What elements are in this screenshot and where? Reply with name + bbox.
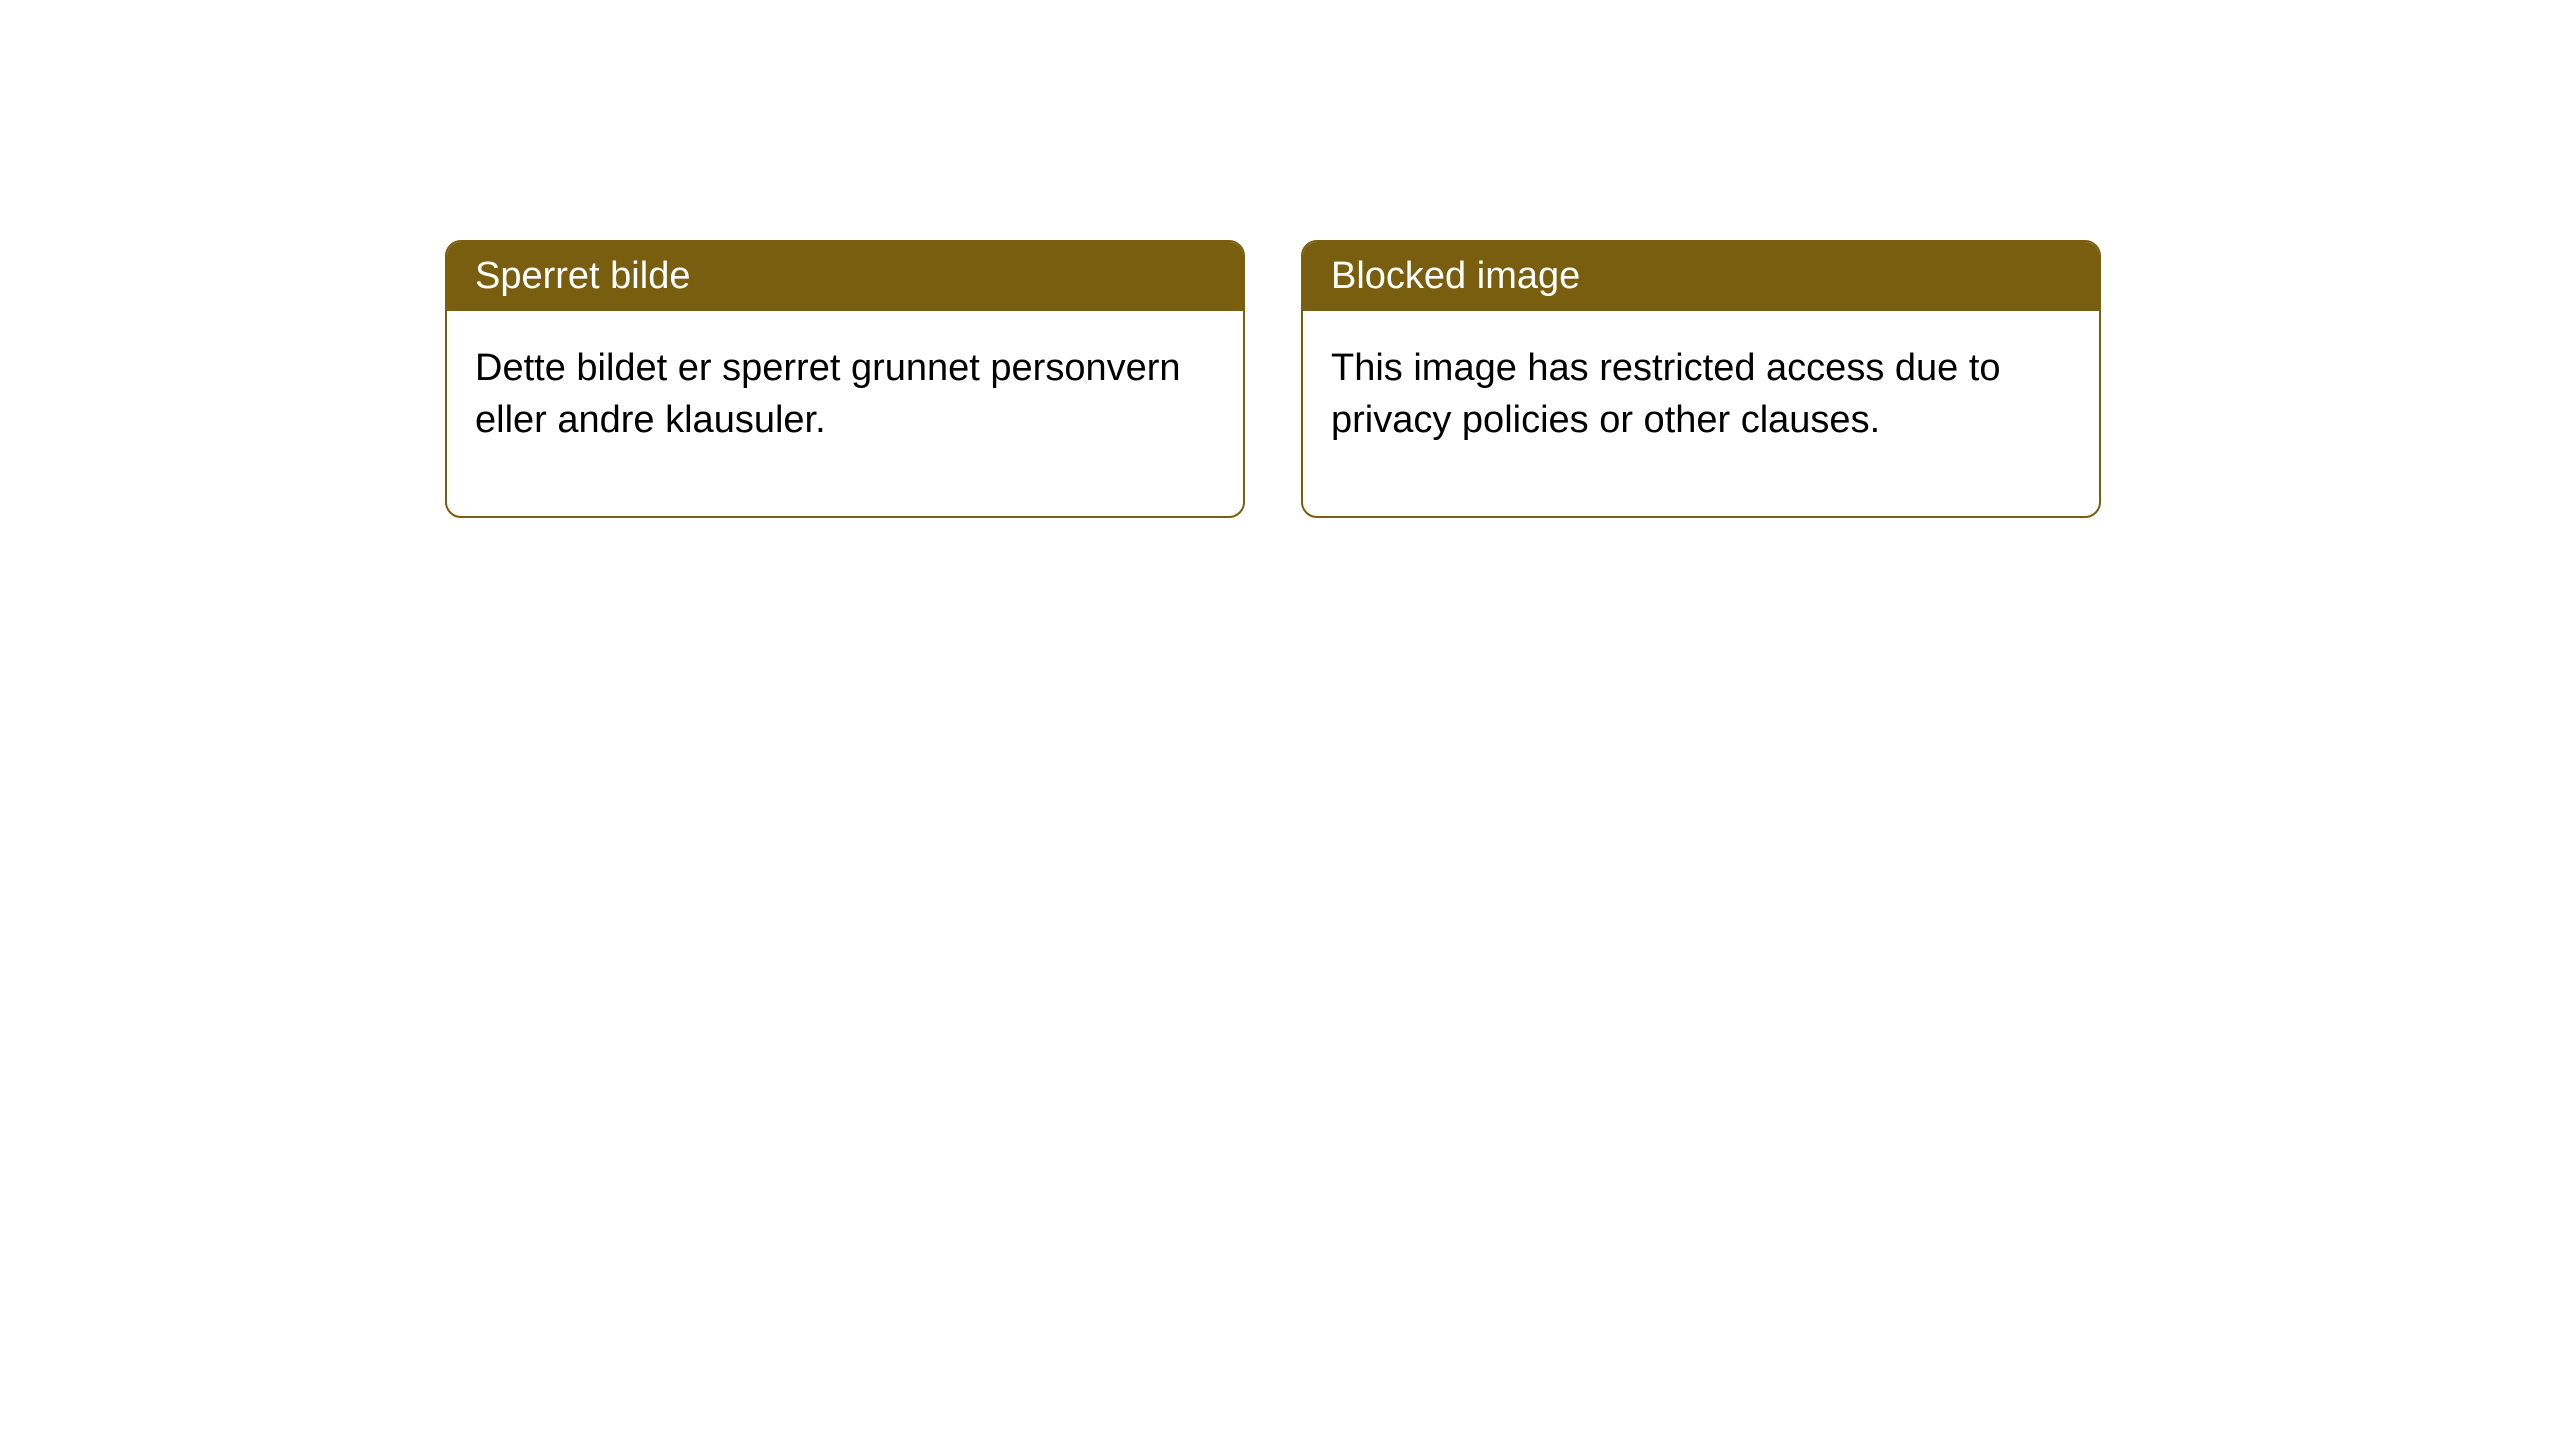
blocked-image-card-en: Blocked image This image has restricted … (1301, 240, 2101, 518)
card-body-no: Dette bildet er sperret grunnet personve… (447, 311, 1243, 516)
card-title-no: Sperret bilde (447, 242, 1243, 311)
blocked-image-card-no: Sperret bilde Dette bildet er sperret gr… (445, 240, 1245, 518)
blocked-image-cards: Sperret bilde Dette bildet er sperret gr… (445, 240, 2101, 518)
card-title-en: Blocked image (1303, 242, 2099, 311)
card-body-en: This image has restricted access due to … (1303, 311, 2099, 516)
